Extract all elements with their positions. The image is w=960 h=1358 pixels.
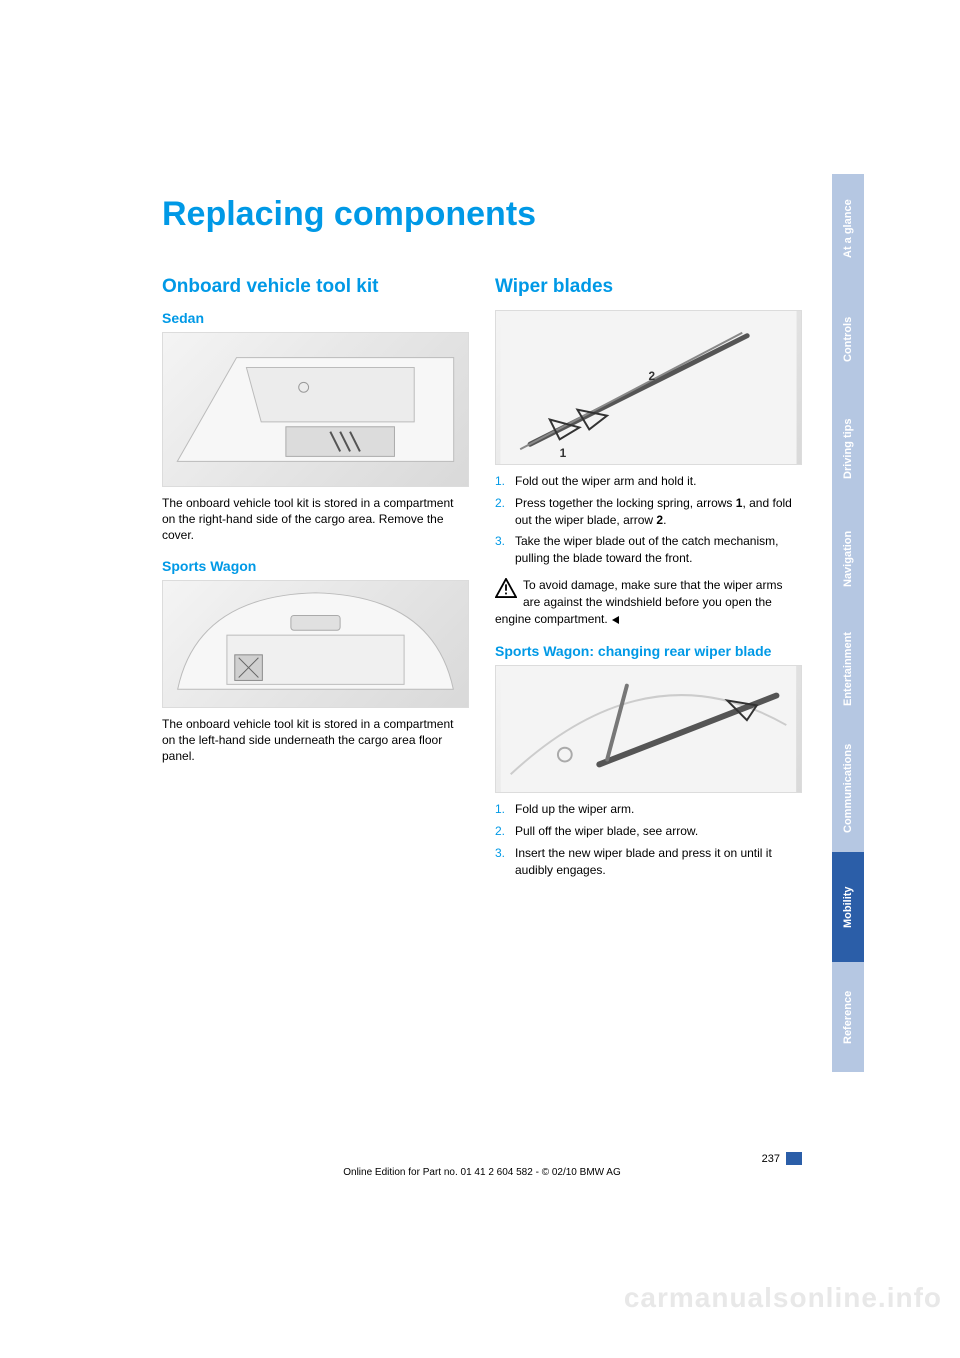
list-item: 2.Pull off the wiper blade, see arrow.: [495, 823, 802, 840]
tab-controls[interactable]: Controls: [832, 284, 864, 394]
step-text: Pull off the wiper blade, see arrow.: [515, 823, 802, 840]
para-wagon: The onboard vehicle tool kit is stored i…: [162, 716, 469, 765]
list-item: 1.Fold up the wiper arm.: [495, 801, 802, 818]
page-footer: 237 Online Edition for Part no. 01 41 2 …: [162, 1152, 802, 1178]
chapter-title: Replacing components: [162, 195, 802, 234]
tab-reference[interactable]: Reference: [832, 962, 864, 1072]
step-number: 1.: [495, 801, 515, 818]
step-number: 1.: [495, 473, 515, 490]
sub-heading-rear-wiper: Sports Wagon: changing rear wiper blade: [495, 643, 802, 659]
page: Replacing components Onboard vehicle too…: [0, 0, 960, 1358]
step-text: Fold up the wiper arm.: [515, 801, 802, 818]
left-column: Onboard vehicle tool kit Sedan The onboa…: [162, 276, 469, 889]
watermark: carmanualsonline.info: [624, 1282, 942, 1314]
warning-icon: [495, 578, 517, 598]
note-text: To avoid damage, make sure that the wipe…: [495, 578, 782, 626]
sub-heading-sedan: Sedan: [162, 310, 469, 326]
list-item: 3.Take the wiper blade out of the catch …: [495, 533, 802, 567]
para-sedan: The onboard vehicle tool kit is stored i…: [162, 495, 469, 544]
illustration-wagon: [163, 581, 468, 707]
content-area: Replacing components Onboard vehicle too…: [162, 195, 802, 889]
steps-front-wiper: 1.Fold out the wiper arm and hold it. 2.…: [495, 473, 802, 567]
end-mark-icon: [610, 613, 620, 630]
step-number: 2.: [495, 823, 515, 840]
list-item: 1.Fold out the wiper arm and hold it.: [495, 473, 802, 490]
step-number: 3.: [495, 533, 515, 567]
illustration-sedan: [163, 333, 468, 486]
figure-wagon-toolkit: [162, 580, 469, 708]
sub-heading-sports-wagon: Sports Wagon: [162, 558, 469, 574]
illustration-wiper-front: 1 2: [496, 311, 801, 464]
step-text: Press together the locking spring, arrow…: [515, 495, 802, 529]
list-item: 2.Press together the locking spring, arr…: [495, 495, 802, 529]
tab-at-a-glance[interactable]: At a glance: [832, 174, 864, 284]
steps-rear-wiper: 1.Fold up the wiper arm. 2.Pull off the …: [495, 801, 802, 878]
caution-note: To avoid damage, make sure that the wipe…: [495, 577, 802, 629]
figure-wiper-front: 1 2: [495, 310, 802, 465]
step-text: Fold out the wiper arm and hold it.: [515, 473, 802, 490]
tab-entertainment[interactable]: Entertainment: [832, 614, 864, 724]
tab-navigation[interactable]: Navigation: [832, 504, 864, 614]
svg-text:2: 2: [649, 369, 656, 383]
side-tabs: At a glance Controls Driving tips Naviga…: [832, 174, 864, 1072]
svg-text:1: 1: [560, 446, 567, 460]
tab-driving-tips[interactable]: Driving tips: [832, 394, 864, 504]
step-text: Take the wiper blade out of the catch me…: [515, 533, 802, 567]
step-number: 3.: [495, 845, 515, 879]
tab-mobility[interactable]: Mobility: [832, 852, 864, 962]
list-item: 3.Insert the new wiper blade and press i…: [495, 845, 802, 879]
page-number-bar: [786, 1152, 802, 1165]
step-text: Insert the new wiper blade and press it …: [515, 845, 802, 879]
two-column-layout: Onboard vehicle tool kit Sedan The onboa…: [162, 276, 802, 889]
illustration-wiper-rear: [496, 666, 801, 792]
figure-sedan-toolkit: [162, 332, 469, 487]
step-number: 2.: [495, 495, 515, 529]
section-heading-wiper: Wiper blades: [495, 276, 802, 298]
section-heading-toolkit: Onboard vehicle tool kit: [162, 276, 469, 298]
right-column: Wiper blades 1 2 1.Fold out the wiper ar…: [495, 276, 802, 889]
footer-edition-line: Online Edition for Part no. 01 41 2 604 …: [162, 1167, 802, 1178]
page-number: 237: [762, 1153, 780, 1165]
tab-communications[interactable]: Communications: [832, 724, 864, 852]
figure-wiper-rear: [495, 665, 802, 793]
page-number-wrap: 237: [162, 1152, 802, 1165]
